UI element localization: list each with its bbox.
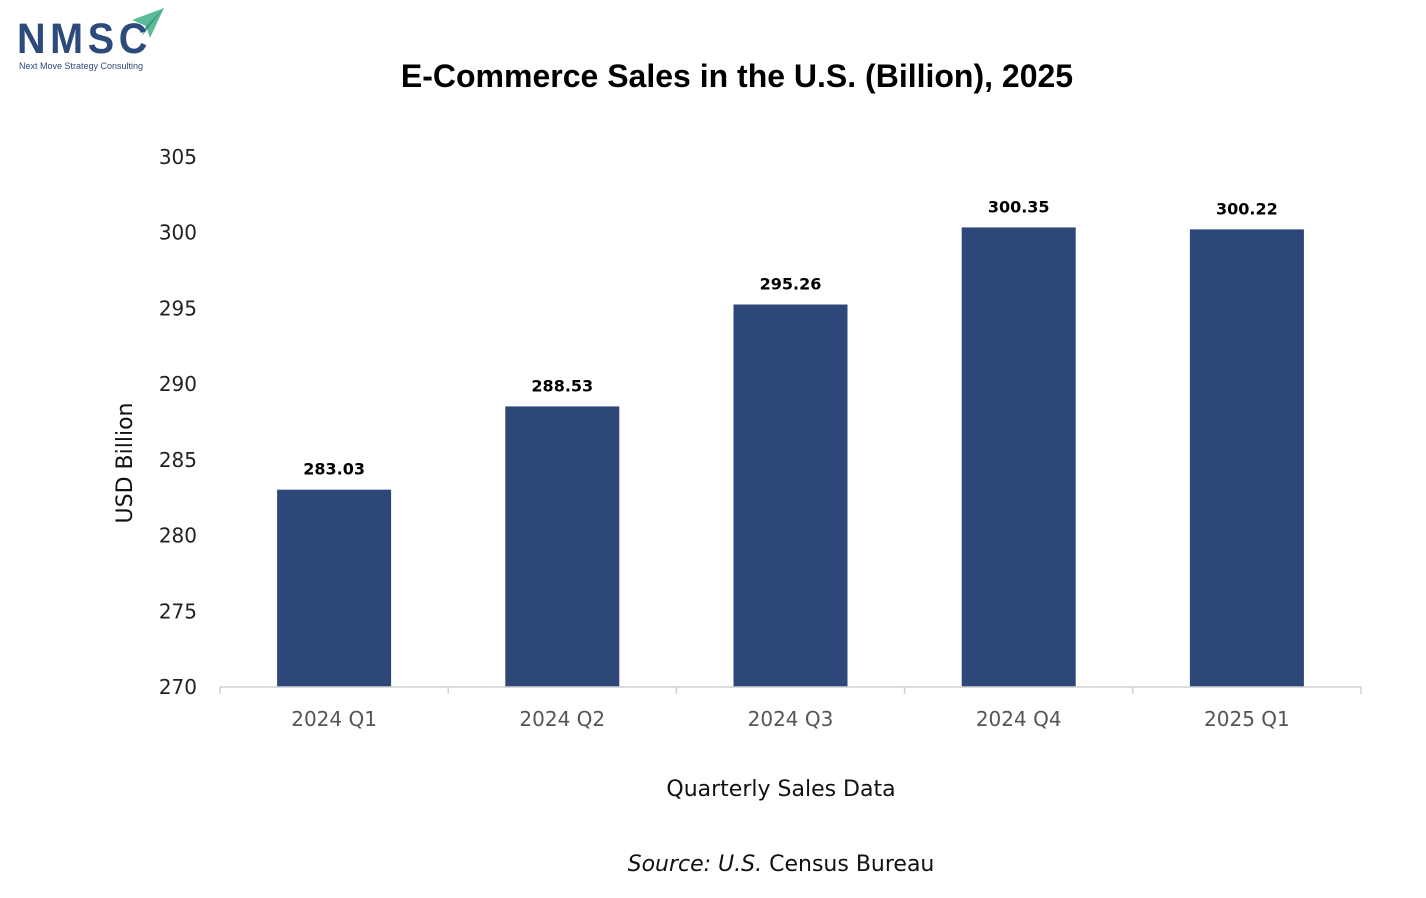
x-axis-label: Quarterly Sales Data <box>666 777 895 802</box>
y-tick-label: 270 <box>159 675 197 699</box>
source-suffix: Census Bureau <box>762 852 934 877</box>
logo-wordmark: NMSC <box>17 15 152 63</box>
x-tick-label: 2025 Q1 <box>1204 707 1290 731</box>
y-tick-label: 290 <box>159 372 197 396</box>
data-label: 283.03 <box>303 460 365 479</box>
bar <box>733 304 848 687</box>
x-tick-label: 2024 Q1 <box>291 707 377 731</box>
y-axis-ticks: 270 275 280 285 290 295 300 305 <box>159 145 197 699</box>
x-axis: 2024 Q1 2024 Q2 2024 Q3 2024 Q4 2025 Q1 <box>219 686 1362 731</box>
data-label: 300.35 <box>988 197 1050 216</box>
bar <box>277 489 392 687</box>
y-axis-label: USD Billion <box>113 403 138 524</box>
y-tick-label: 300 <box>159 221 197 245</box>
x-tick-label: 2024 Q4 <box>976 707 1062 731</box>
data-label: 288.53 <box>531 376 593 395</box>
source-prefix: Source: U.S. <box>628 852 763 877</box>
y-tick-label: 285 <box>159 448 197 472</box>
data-label: 300.22 <box>1216 199 1278 218</box>
bars-group: 283.03 288.53 295.26 300.35 300.22 <box>277 197 1304 687</box>
x-tick-label: 2024 Q3 <box>748 707 834 731</box>
data-label: 295.26 <box>760 274 822 293</box>
bar <box>961 227 1076 687</box>
paper-plane-icon <box>132 8 164 38</box>
y-tick-label: 275 <box>159 599 197 623</box>
bar <box>1189 229 1304 687</box>
bar <box>505 406 620 687</box>
source-note: Source: U.S. Census Bureau <box>628 852 935 877</box>
y-tick-label: 295 <box>159 296 197 320</box>
logo-tagline: Next Move Strategy Consulting <box>19 61 144 71</box>
chart-title: E-Commerce Sales in the U.S. (Billion), … <box>401 58 1073 94</box>
brand-logo: NMSC Next Move Strategy Consulting <box>14 4 174 74</box>
y-tick-label: 305 <box>159 145 197 169</box>
y-tick-label: 280 <box>159 524 197 548</box>
x-tick-label: 2024 Q2 <box>519 707 605 731</box>
